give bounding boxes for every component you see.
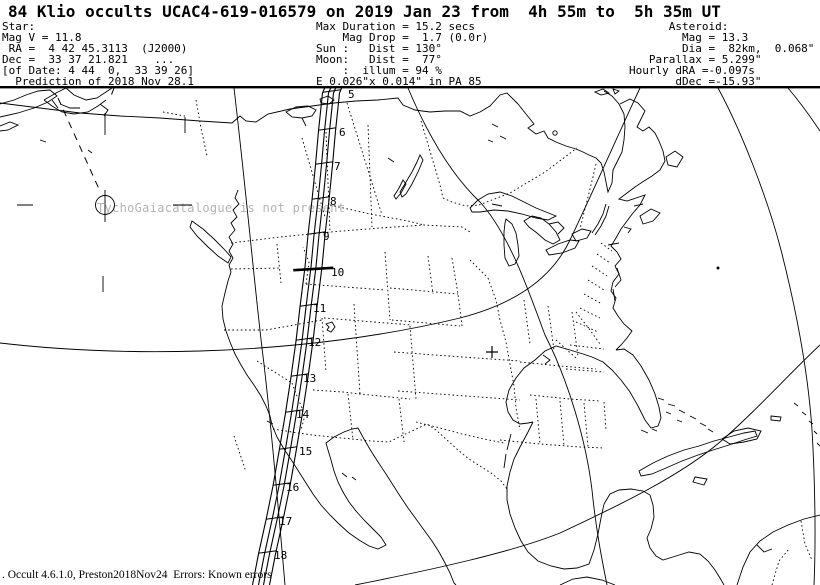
lakes [285,95,610,333]
great-salt-lake [325,321,336,333]
path-limit-line [268,85,344,585]
coastlines [0,87,820,585]
time-tick-label: 9 [323,230,330,243]
time-tick-label: 14 [296,408,310,421]
path-uncertainty-lines [233,102,383,473]
path-limit-line [262,85,338,585]
time-tick-label: 12 [308,336,321,349]
minute-tick [315,161,334,165]
time-tick-label: 17 [279,515,292,528]
minute-tick [299,303,318,307]
asteroid-info-block: Asteroid: Mag = 13.3 Dia = 82km, 0.068" … [629,20,815,88]
minute-tick-bold [293,266,334,272]
minute-tick [322,89,341,93]
event-info-block: Max Duration = 15.2 secs Mag Drop = 1.7 … [316,20,489,88]
minute-tick [279,446,298,450]
time-tick-label: 5 [348,88,355,101]
occultation-path: 5 6 7 8 9 10 11 12 13 14 15 16 17 18 [251,85,498,585]
star-info-block: Star: Mag V = 11.8 RA = 4 42 45.3113 (J2… [2,20,195,88]
minute-tick [272,482,291,486]
time-tick-label: 8 [330,195,337,208]
watermark-text: TychoGaiacatalogue is not present [97,201,345,215]
minute-tick [265,516,284,520]
minute-tick [311,196,330,200]
time-tick-label: 18 [274,549,287,562]
time-tick-label: 16 [286,481,299,494]
minute-tick [285,409,304,413]
time-tick-label: 15 [299,445,312,458]
bermuda-dot [716,266,720,270]
minute-tick [318,127,337,131]
time-tick-label: 13 [303,372,316,385]
minute-tick [295,337,314,341]
minute-tick [290,373,309,377]
time-tick-label: 7 [334,160,341,173]
path-limit-line [251,85,327,585]
minute-tick [307,231,326,235]
plus-marker [486,346,498,358]
header-separator [0,86,820,89]
direction-dashed-line [57,87,115,190]
time-tick-label: 11 [313,302,326,315]
state-borders [162,99,813,585]
credit-line: . Occult 4.6.1.0, Preston2018Nov24 Error… [2,569,272,581]
path-limit-line [257,85,333,585]
moon-symbol [17,87,192,292]
page-title: 84 Klio occults UCAC4-619-016579 on 2019… [8,2,721,21]
time-tick-label: 6 [339,126,346,139]
time-tick-label: 10 [331,266,344,279]
minute-tick [258,550,277,554]
